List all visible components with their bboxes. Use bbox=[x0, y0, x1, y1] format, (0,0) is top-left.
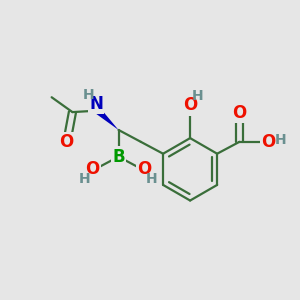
Text: O: O bbox=[137, 160, 152, 178]
Text: O: O bbox=[59, 134, 74, 152]
Text: H: H bbox=[83, 88, 94, 102]
Polygon shape bbox=[95, 108, 119, 130]
Text: N: N bbox=[89, 95, 103, 113]
Text: H: H bbox=[274, 133, 286, 147]
Text: O: O bbox=[183, 96, 197, 114]
Text: O: O bbox=[85, 160, 100, 178]
Text: H: H bbox=[146, 172, 157, 186]
Text: O: O bbox=[232, 104, 247, 122]
Text: O: O bbox=[261, 133, 275, 151]
Text: B: B bbox=[112, 148, 125, 166]
Text: H: H bbox=[192, 89, 203, 103]
Text: H: H bbox=[79, 172, 91, 186]
